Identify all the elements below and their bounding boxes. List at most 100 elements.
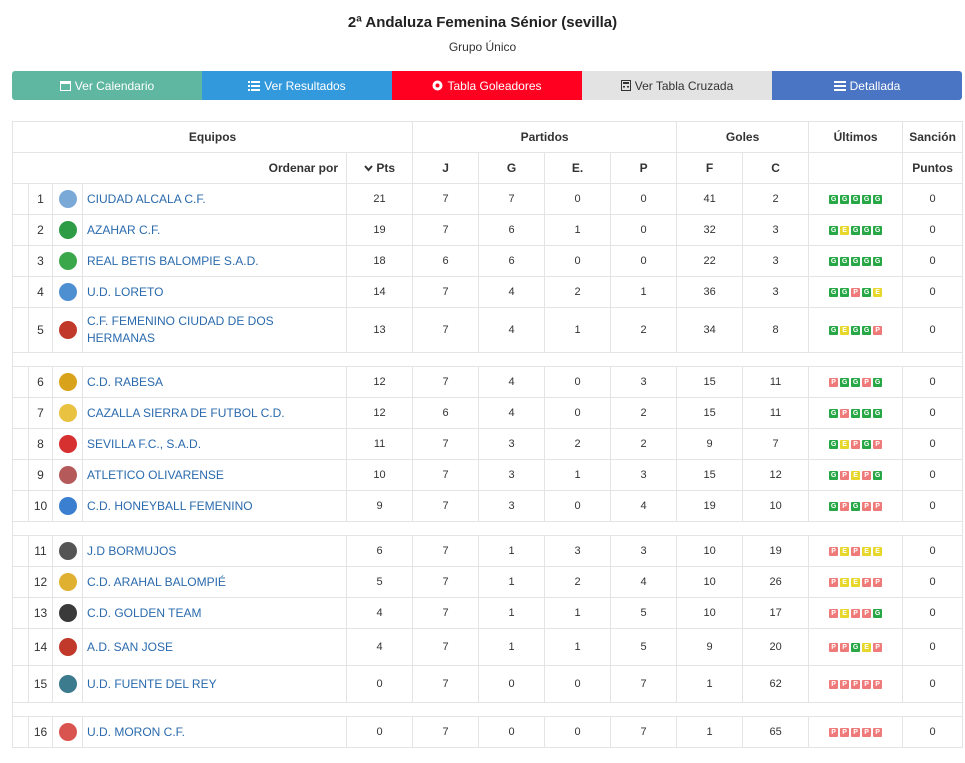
chevron-down-icon — [364, 165, 373, 172]
won: 0 — [478, 716, 546, 748]
result-badge: G — [862, 325, 872, 335]
result-badge: E — [840, 608, 850, 618]
team-name-link[interactable]: C.D. RABESA — [82, 366, 347, 398]
won: 4 — [478, 276, 546, 308]
won: 4 — [478, 366, 546, 398]
team-crest-icon — [58, 190, 77, 208]
drawn: 2 — [544, 566, 612, 598]
result-badge: G — [851, 642, 861, 652]
detailed-button-label: Detallada — [849, 78, 901, 93]
table-row[interactable]: 2 AZAHAR C.F. 19 7 6 1 0 32 3 G E G G G 0 — [12, 214, 964, 246]
result-badge: G — [873, 377, 883, 387]
drawn: 3 — [544, 535, 612, 567]
result-badge: P — [873, 679, 883, 689]
lost: 5 — [610, 597, 678, 629]
played: 7 — [412, 597, 480, 629]
table-row[interactable]: 11 J.D BORMUJOS 6 7 1 3 3 10 19 P E P E E 0 — [12, 535, 964, 567]
drawn: 1 — [544, 628, 612, 666]
goals-against: 19 — [742, 535, 810, 567]
team-name-link[interactable]: A.D. SAN JOSE — [82, 628, 347, 666]
points: 11 — [345, 428, 414, 460]
team-name-link[interactable]: CAZALLA SIERRA DE FUTBOL C.D. — [82, 397, 347, 429]
table-row[interactable]: 14 A.D. SAN JOSE 4 7 1 1 5 9 20 P P G E P 0 — [12, 628, 964, 666]
f-header: F — [676, 152, 744, 184]
results-button[interactable]: Ver Resultados — [202, 71, 392, 100]
sanction-points: 0 — [902, 566, 964, 598]
table-row[interactable]: 9 ATLETICO OLIVARENSE 10 7 3 1 3 15 12 G P E P G 0 — [12, 459, 964, 491]
team-name-link[interactable]: C.D. ARAHAL BALOMPIÉ — [82, 566, 347, 598]
result-badge: G — [851, 408, 861, 418]
points: 4 — [345, 628, 414, 666]
points: 5 — [345, 566, 414, 598]
team-name-link[interactable]: U.D. MORON C.F. — [82, 716, 347, 748]
goals-for: 32 — [676, 214, 744, 246]
result-badge: E — [840, 439, 850, 449]
goals-for: 10 — [676, 535, 744, 567]
result-badge: G — [851, 194, 861, 204]
table-row[interactable]: 12 C.D. ARAHAL BALOMPIÉ 5 7 1 2 4 10 26 P E E P P 0 — [12, 566, 964, 598]
team-crest-icon — [58, 373, 77, 391]
calendar-button[interactable]: Ver Calendario — [12, 71, 202, 100]
position: 15 — [28, 665, 53, 703]
group-separator — [11, 702, 964, 717]
won: 3 — [478, 459, 546, 491]
team-name-link[interactable]: CIUDAD ALCALA C.F. — [82, 183, 347, 215]
result-badge: P — [829, 377, 839, 387]
position: 3 — [28, 245, 53, 277]
table-row[interactable]: 15 U.D. FUENTE DEL REY 0 7 0 0 7 1 62 P P P P P 0 — [12, 665, 964, 703]
sanction-points: 0 — [902, 307, 964, 353]
won: 4 — [478, 397, 546, 429]
team-name-link[interactable]: J.D BORMUJOS — [82, 535, 347, 567]
team-name-link[interactable]: SEVILLA F.C., S.A.D. — [82, 428, 347, 460]
team-name-link[interactable]: ATLETICO OLIVARENSE — [82, 459, 347, 491]
table-row[interactable]: 1 CIUDAD ALCALA C.F. 21 7 7 0 0 41 2 G G G G G 0 — [12, 183, 964, 215]
result-badge: G — [829, 470, 839, 480]
played: 7 — [412, 535, 480, 567]
result-badge: P — [840, 501, 850, 511]
table-row[interactable]: 4 U.D. LORETO 14 7 4 2 1 36 3 G G P G E 0 — [12, 276, 964, 308]
table-row[interactable]: 10 C.D. HONEYBALL FEMENINO 9 7 3 0 4 19 10 G P G P P 0 — [12, 490, 964, 522]
table-row[interactable]: 8 SEVILLA F.C., S.A.D. 11 7 3 2 2 9 7 G E P G P 0 — [12, 428, 964, 460]
team-name-link[interactable]: U.D. FUENTE DEL REY — [82, 665, 347, 703]
scorers-button[interactable]: Tabla Goleadores — [392, 71, 582, 100]
team-name-link[interactable]: C.D. GOLDEN TEAM — [82, 597, 347, 629]
goals-for: 10 — [676, 566, 744, 598]
team-name-link[interactable]: REAL BETIS BALOMPIE S.A.D. — [82, 245, 347, 277]
sanction-points: 0 — [902, 535, 964, 567]
won: 6 — [478, 214, 546, 246]
team-name-link[interactable]: C.D. HONEYBALL FEMENINO — [82, 490, 347, 522]
sanction-points: 0 — [902, 245, 964, 277]
table-row[interactable]: 3 REAL BETIS BALOMPIE S.A.D. 18 6 6 0 0 22 3 G G G G… — [12, 245, 964, 277]
table-row[interactable]: 6 C.D. RABESA 12 7 4 0 3 15 11 P G G P G 0 — [12, 366, 964, 398]
lost: 0 — [610, 214, 678, 246]
goals-against: 8 — [742, 307, 810, 353]
played: 7 — [412, 366, 480, 398]
points: 0 — [345, 716, 414, 748]
result-badge: G — [862, 194, 872, 204]
result-badge: P — [829, 608, 839, 618]
position: 5 — [28, 307, 53, 353]
team-name-link[interactable]: C.F. FEMENINO CIUDAD DE DOS HERMANAS — [82, 307, 347, 353]
cross-table-button[interactable]: Ver Tabla Cruzada — [582, 71, 772, 100]
goals-for: 15 — [676, 459, 744, 491]
won: 1 — [478, 628, 546, 666]
table-row[interactable]: 13 C.D. GOLDEN TEAM 4 7 1 1 5 10 17 P E P P G 0 — [12, 597, 964, 629]
result-badge: P — [851, 608, 861, 618]
team-crest-icon — [58, 252, 77, 270]
played: 6 — [412, 245, 480, 277]
detailed-button[interactable]: Detallada — [772, 71, 962, 100]
team-name-link[interactable]: AZAHAR C.F. — [82, 214, 347, 246]
goals-against: 26 — [742, 566, 810, 598]
team-name-link[interactable]: U.D. LORETO — [82, 276, 347, 308]
table-row[interactable]: 7 CAZALLA SIERRA DE FUTBOL C.D. 12 6 4 0 2 15 11… — [12, 397, 964, 429]
goals-against: 11 — [742, 366, 810, 398]
results-button-label: Ver Resultados — [264, 78, 346, 93]
table-row[interactable]: 16 U.D. MORON C.F. 0 7 0 0 7 1 65 P P P P P 0 — [12, 716, 964, 748]
team-crest-icon — [58, 675, 77, 693]
sort-by-label: Ordenar por — [12, 152, 347, 184]
sort-pts-header[interactable]: Pts — [345, 152, 414, 184]
table-row[interactable]: 5 C.F. FEMENINO CIUDAD DE DOS HERMANAS 13 7… — [12, 307, 964, 353]
